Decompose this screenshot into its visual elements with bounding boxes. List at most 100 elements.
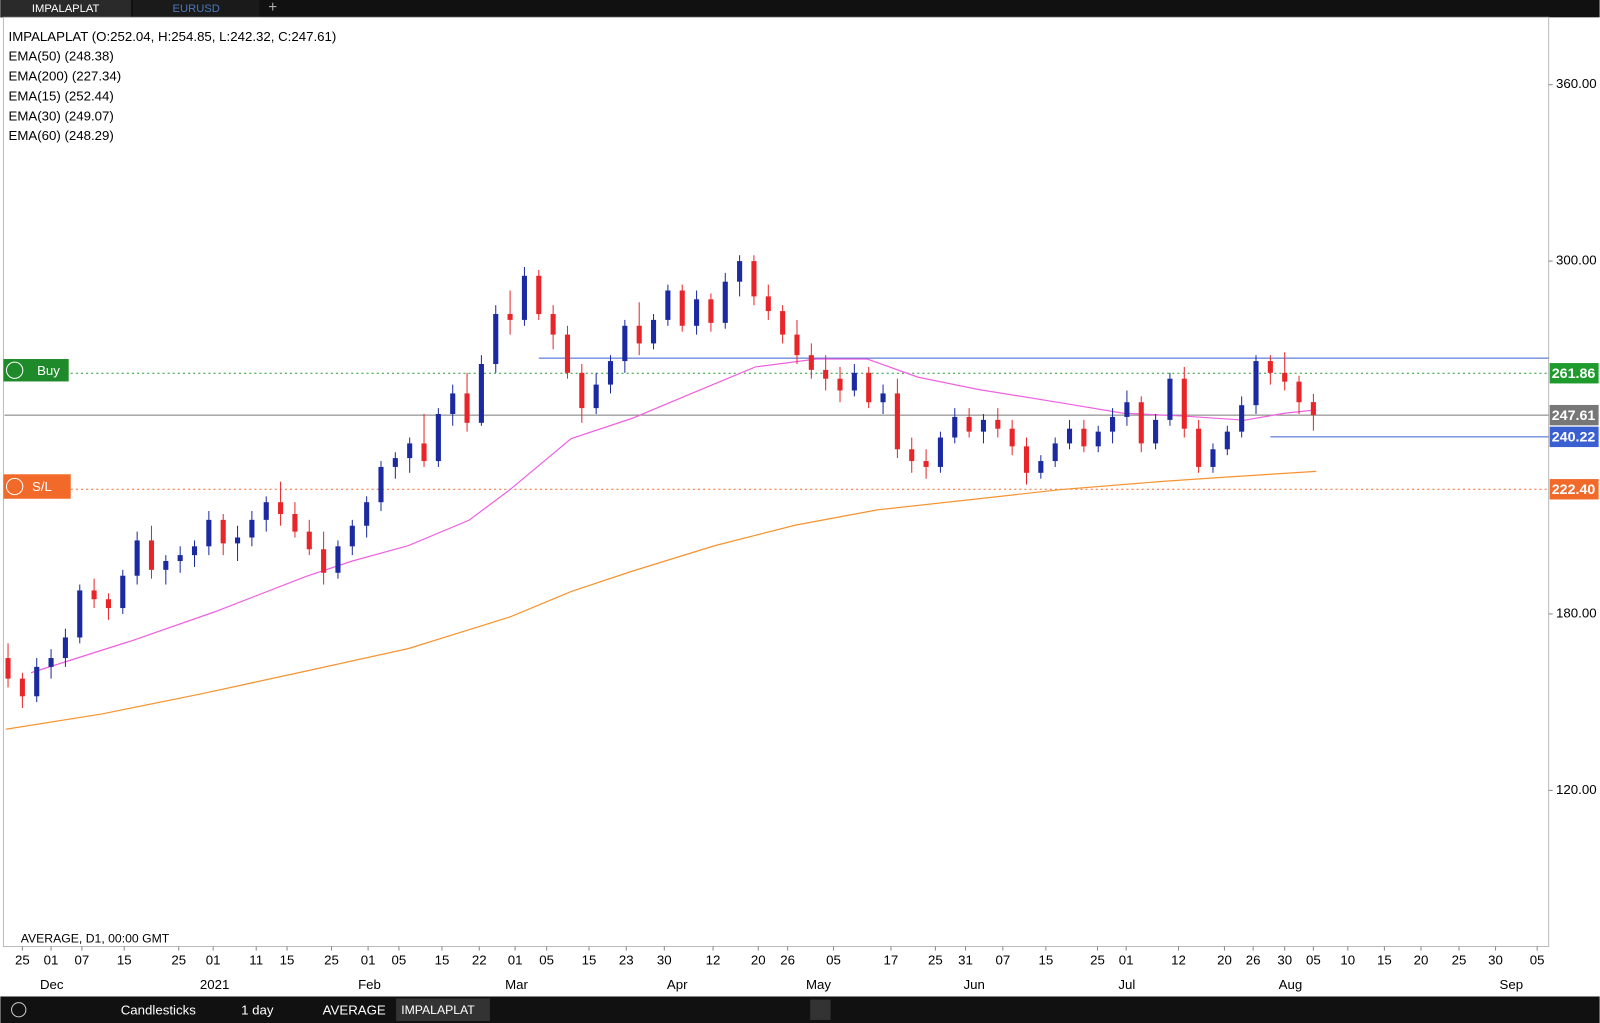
candle-body <box>737 261 743 282</box>
x-tick-label: 20 <box>1217 952 1232 967</box>
candle-body <box>679 290 685 326</box>
indicator-label: EMA(30) (249.07) <box>9 108 114 123</box>
candle-body <box>191 546 198 556</box>
candle-body <box>421 443 427 462</box>
sl-label[interactable]: S/L <box>32 479 52 494</box>
candle-body <box>263 502 269 520</box>
info-icon[interactable] <box>11 1002 27 1018</box>
x-tick-label: 01 <box>1119 952 1134 967</box>
x-tick-label: 26 <box>1246 952 1261 967</box>
candle-body <box>1038 461 1044 473</box>
price-tag-label: 222.40 <box>1552 482 1596 498</box>
price-tag <box>1549 426 1599 448</box>
month-label: Jun <box>963 977 984 992</box>
indicator-label: EMA(15) (252.44) <box>9 88 114 103</box>
x-tick-label: 30 <box>1277 952 1292 967</box>
candle-body <box>177 555 183 562</box>
x-tick-label: 30 <box>657 952 672 967</box>
x-tick-label: 07 <box>75 952 90 967</box>
candle-body <box>694 299 700 326</box>
symbol[interactable]: IMPALAPLAT <box>401 1003 475 1017</box>
month-label: 2021 <box>200 977 229 992</box>
candle-body <box>851 372 857 391</box>
chart-type[interactable]: Candlesticks <box>121 1002 196 1017</box>
tab-label[interactable]: IMPALAPLAT <box>32 3 100 15</box>
price-tag-label: 261.86 <box>1552 366 1596 382</box>
candle-body <box>1167 378 1173 420</box>
candle-body <box>1066 428 1073 444</box>
candle-body <box>1110 416 1116 432</box>
x-tick-label: 15 <box>435 952 450 967</box>
month-label: Mar <box>505 977 528 992</box>
candle-body <box>564 334 571 373</box>
x-tick-label: 25 <box>324 952 339 967</box>
candle-body <box>765 296 771 312</box>
y-tick-label: 360.00 <box>1556 76 1597 91</box>
candle-body <box>995 419 1001 429</box>
tab-label[interactable]: EURUSD <box>173 3 220 15</box>
tab-bar <box>0 0 1600 18</box>
candle-body <box>48 658 54 667</box>
month-label: Dec <box>40 977 64 992</box>
candle-body <box>478 364 484 423</box>
candle-body <box>364 502 370 526</box>
x-tick-label: 25 <box>1090 952 1105 967</box>
close-icon[interactable] <box>5 361 24 379</box>
x-tick-label: 01 <box>508 952 523 967</box>
x-tick-label: 01 <box>361 952 376 967</box>
indicator-legend: EMA(50) (248.38) EMA(200) (227.34) EMA(15)… <box>9 49 122 144</box>
x-tick-label: 05 <box>392 952 407 967</box>
candle-body <box>550 314 556 335</box>
x-tick-label: 25 <box>15 952 30 967</box>
x-tick-label: 01 <box>44 952 59 967</box>
candle-body <box>894 393 900 450</box>
candle-body <box>780 311 786 335</box>
x-tick-label: 15 <box>1377 952 1392 967</box>
candle-body <box>321 549 327 573</box>
tab[interactable] <box>0 0 131 18</box>
price-tag <box>1549 363 1599 384</box>
x-tick-label: 20 <box>1414 952 1429 967</box>
timeframe[interactable]: 1 day <box>241 1002 274 1017</box>
buy-button[interactable] <box>3 359 69 382</box>
candle-body <box>937 437 943 467</box>
x-tick-label: 05 <box>1530 952 1545 967</box>
x-tick-label: 17 <box>884 952 899 967</box>
month-label: Sep <box>1500 977 1524 992</box>
price-tag-label: 240.22 <box>1552 430 1596 446</box>
candle-body <box>1052 443 1058 462</box>
candle-body <box>722 281 728 323</box>
candle-body <box>1138 402 1144 444</box>
candle-body <box>435 413 441 462</box>
add-tab[interactable]: + <box>268 0 277 16</box>
month-label: Aug <box>1279 977 1303 992</box>
candle-body <box>34 666 40 697</box>
candle-body <box>134 540 140 576</box>
candle-body <box>622 325 628 362</box>
buy-label[interactable]: Buy <box>37 363 60 378</box>
candle-body <box>1296 381 1302 403</box>
x-tick-label: 05 <box>826 952 841 967</box>
candle-body <box>1023 446 1030 473</box>
tab[interactable] <box>132 0 260 18</box>
candle-body <box>636 325 642 344</box>
candle-body <box>378 466 384 503</box>
candle-body <box>837 378 843 391</box>
price-mode[interactable]: AVERAGE <box>323 1002 386 1017</box>
candle-body <box>751 261 757 297</box>
x-tick-label: 07 <box>995 952 1010 967</box>
x-tick-label: 25 <box>171 952 186 967</box>
symbol-select[interactable] <box>396 998 490 1021</box>
y-tick-label: 300.00 <box>1556 253 1597 268</box>
settings-icon[interactable] <box>810 999 831 1020</box>
close-icon[interactable] <box>5 477 24 496</box>
candle-body <box>665 290 671 320</box>
candle-body <box>1267 361 1273 373</box>
plot-frame <box>2 16 1550 948</box>
candle-body <box>1124 402 1130 417</box>
x-tick-label: 15 <box>117 952 132 967</box>
x-tick-label: 26 <box>780 952 795 967</box>
candle-body <box>91 590 97 600</box>
candle-body <box>579 372 585 409</box>
x-tick-label: 20 <box>751 952 766 967</box>
